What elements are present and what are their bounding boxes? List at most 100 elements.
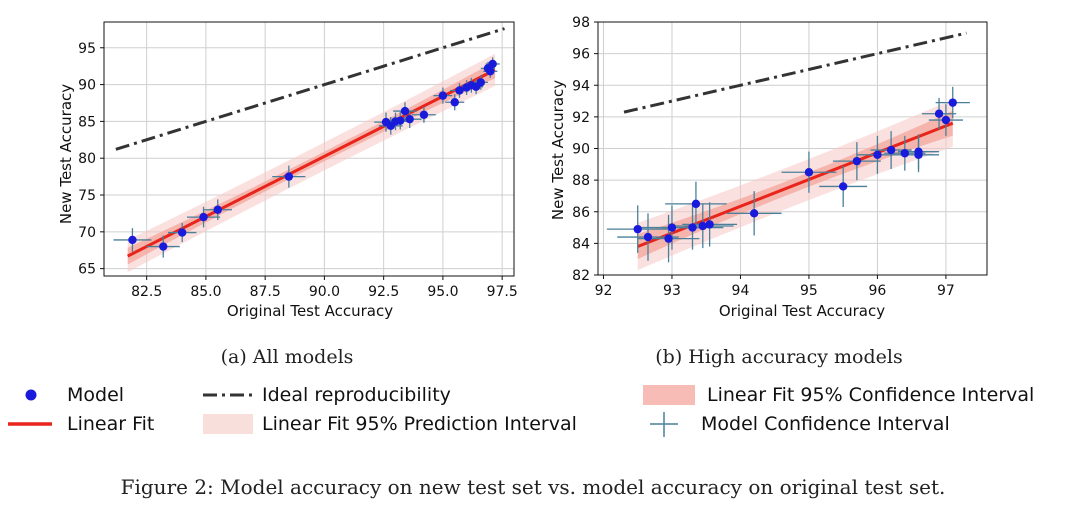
- legend-ci-label: Linear Fit 95% Confidence Interval: [707, 384, 1034, 406]
- legend-ideal-label: Ideal reproducibility: [262, 384, 451, 406]
- x-tick-label: 97: [937, 283, 955, 299]
- legend-model-marker: [25, 389, 37, 401]
- model-point: [664, 234, 673, 243]
- legend: Model Ideal reproducibility Linear Fit 9…: [8, 384, 1034, 437]
- model-point: [396, 116, 405, 125]
- model-point: [698, 221, 707, 231]
- x-tick-label: 90.0: [309, 284, 340, 300]
- model-point: [873, 150, 882, 160]
- x-tick-label: 93: [663, 283, 681, 299]
- y-ticks-b: 82 84 86 88 90 92 94 96 98: [572, 15, 598, 284]
- model-point: [455, 86, 464, 95]
- legend-item-model-ci: Model Confidence Interval: [650, 412, 950, 437]
- y-tick-label: 70: [78, 225, 96, 241]
- model-point: [438, 91, 448, 100]
- model-point: [486, 67, 495, 76]
- x-tick-label: 82.5: [131, 284, 162, 300]
- points-a: [113, 57, 500, 258]
- x-tick-label: 94: [732, 283, 750, 299]
- chart-high-accuracy-models: 92 93 94 95 96 97 82 84 86 88 90 92 94 96 98 Original…: [549, 15, 988, 368]
- model-point: [948, 98, 957, 107]
- x-axis-label-b: Original Test Accuracy: [719, 302, 885, 320]
- model-point: [159, 242, 168, 251]
- model-point: [405, 114, 414, 124]
- y-tick-label: 82: [572, 268, 590, 284]
- y-tick-label: 95: [78, 41, 96, 57]
- y-tick-label: 86: [572, 205, 590, 221]
- model-point: [643, 232, 653, 242]
- x-tick-label: 92.5: [368, 284, 399, 300]
- model-point: [804, 168, 814, 177]
- x-ticks-a: 82.5 85.0 87.5 90.0 92.5 95.0 97.5: [131, 276, 518, 300]
- model-point: [476, 78, 486, 87]
- model-point: [691, 199, 701, 209]
- legend-item-model: Model: [25, 384, 124, 406]
- model-point: [213, 205, 222, 214]
- ideal-line-a: [115, 27, 505, 151]
- x-tick-label: 92: [595, 283, 613, 299]
- model-point: [128, 235, 137, 245]
- y-tick-label: 94: [572, 78, 590, 94]
- y-axis-label-b: New Test Accuracy: [549, 80, 567, 220]
- model-point: [914, 147, 923, 156]
- y-tick-label: 96: [572, 47, 590, 63]
- model-point: [488, 59, 497, 69]
- y-tick-label: 85: [78, 114, 96, 130]
- legend-item-pi: Linear Fit 95% Prediction Interval: [203, 413, 577, 435]
- legend-fit-label: Linear Fit: [67, 413, 154, 435]
- legend-item-ci: Linear Fit 95% Confidence Interval: [643, 384, 1034, 406]
- y-tick-label: 90: [572, 142, 590, 158]
- y-tick-label: 92: [572, 110, 590, 126]
- legend-model-ci-label: Model Confidence Interval: [701, 413, 950, 435]
- y-tick-label: 75: [78, 188, 96, 204]
- y-tick-label: 98: [572, 15, 590, 31]
- x-tick-label: 85.0: [190, 284, 221, 300]
- model-point: [633, 224, 642, 234]
- ideal-reproducibility-line: [623, 31, 967, 114]
- model-point: [852, 156, 862, 166]
- x-axis-label-a: Original Test Accuracy: [227, 302, 393, 320]
- y-tick-label: 84: [572, 236, 590, 252]
- legend-pi-swatch: [203, 414, 253, 434]
- ideal-reproducibility-line: [115, 27, 505, 151]
- y-tick-label: 80: [78, 151, 96, 167]
- figure-caption: Figure 2: Model accuracy on new test set…: [121, 475, 946, 499]
- model-point: [199, 212, 208, 222]
- model-point: [400, 106, 410, 116]
- model-point: [688, 223, 697, 232]
- model-point: [705, 220, 714, 229]
- y-tick-label: 65: [78, 262, 96, 278]
- model-point: [667, 223, 677, 232]
- fit-line-a: [127, 68, 496, 258]
- x-ticks-b: 92 93 94 95 96 97: [595, 275, 955, 299]
- model-point: [838, 182, 848, 191]
- chart-all-models: 82.5 85.0 87.5 90.0 92.5 95.0 97.5 65 70 75 80 85 9…: [57, 21, 518, 368]
- ideal-line-b: [623, 31, 967, 114]
- y-tick-label: 88: [572, 173, 590, 189]
- x-tick-label: 97.5: [487, 284, 518, 300]
- x-tick-label: 87.5: [250, 284, 281, 300]
- legend-pi-label: Linear Fit 95% Prediction Interval: [262, 413, 577, 435]
- model-point: [941, 115, 951, 125]
- model-point: [450, 98, 459, 107]
- points-b: [606, 86, 970, 263]
- legend-model-label: Model: [67, 384, 124, 406]
- model-point: [934, 109, 944, 118]
- subfigure-caption-b: (b) High accuracy models: [655, 346, 902, 368]
- legend-item-fit: Linear Fit: [8, 413, 154, 435]
- subfigure-caption-a: (a) All models: [221, 346, 354, 368]
- x-tick-label: 95.0: [427, 284, 458, 300]
- plot-frame-a: [103, 21, 515, 277]
- y-tick-label: 90: [78, 78, 96, 94]
- linear-fit-line: [127, 68, 496, 258]
- model-point: [749, 209, 759, 218]
- legend-item-ideal: Ideal reproducibility: [203, 384, 451, 406]
- y-axis-label-a: New Test Accuracy: [57, 84, 75, 224]
- x-tick-label: 95: [800, 283, 818, 299]
- model-point: [178, 228, 187, 237]
- x-tick-label: 96: [869, 283, 887, 299]
- model-point: [900, 149, 910, 158]
- model-point: [419, 110, 429, 119]
- legend-ci-swatch: [643, 385, 695, 405]
